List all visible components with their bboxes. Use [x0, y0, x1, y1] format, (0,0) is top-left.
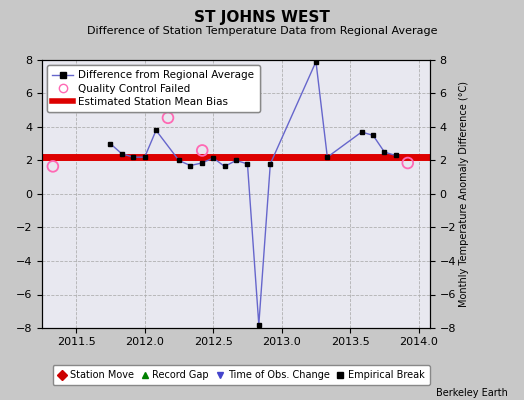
Text: ST JOHNS WEST: ST JOHNS WEST — [194, 10, 330, 25]
Point — [403, 160, 412, 166]
Legend: Difference from Regional Average, Quality Control Failed, Estimated Station Mean: Difference from Regional Average, Qualit… — [47, 65, 259, 112]
Text: Berkeley Earth: Berkeley Earth — [436, 388, 508, 398]
Y-axis label: Monthly Temperature Anomaly Difference (°C): Monthly Temperature Anomaly Difference (… — [458, 81, 468, 307]
Text: Difference of Station Temperature Data from Regional Average: Difference of Station Temperature Data f… — [87, 26, 437, 36]
Point — [49, 163, 57, 170]
Point — [198, 147, 206, 154]
Point — [164, 114, 172, 121]
Legend: Station Move, Record Gap, Time of Obs. Change, Empirical Break: Station Move, Record Gap, Time of Obs. C… — [52, 366, 430, 385]
